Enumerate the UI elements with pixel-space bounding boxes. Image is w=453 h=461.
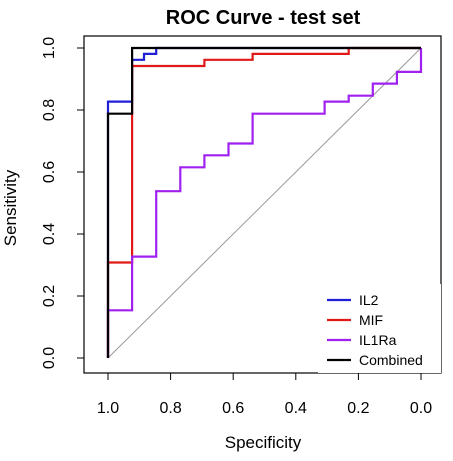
x-tick-label: 0.0 (410, 400, 432, 417)
series-line-il1ra (106, 48, 423, 358)
x-tick-label: 0.6 (222, 400, 244, 417)
y-tick-label: 0.0 (41, 347, 58, 369)
axes-group: 1.0 0.8 0.6 0.4 0.2 0.0 0.0 0.2 0.4 0.6 0.8 1.0 (41, 37, 432, 417)
legend-label-il2: IL2 (359, 292, 379, 308)
y-tick-label: 1.0 (41, 37, 58, 59)
legend-label-mif: MIF (359, 312, 383, 328)
legend-box (318, 284, 441, 373)
y-tick-label: 0.4 (41, 223, 58, 245)
legend-label-combined: Combined (359, 352, 423, 368)
legend-label-il1ra: IL1Ra (359, 332, 397, 348)
y-tick-label: 0.2 (41, 285, 58, 307)
series-group (106, 46, 423, 358)
y-axis-label: Sensitivity (1, 169, 20, 246)
legend: IL2 MIF IL1Ra Combined (318, 284, 441, 373)
reference-diagonal-group (107, 47, 422, 359)
chart-title: ROC Curve - test set (166, 7, 361, 29)
x-axis-label: Specificity (225, 433, 302, 452)
series-line-combined (106, 46, 421, 358)
series-line-mif (106, 46, 421, 358)
x-tick-label: 0.8 (159, 400, 181, 417)
reference-diagonal-line (107, 47, 422, 359)
y-tick-label: 0.8 (41, 99, 58, 121)
y-tick-label: 0.6 (41, 161, 58, 183)
x-tick-label: 0.4 (285, 400, 307, 417)
x-tick-label: 1.0 (97, 400, 119, 417)
x-tick-label: 0.2 (347, 400, 369, 417)
